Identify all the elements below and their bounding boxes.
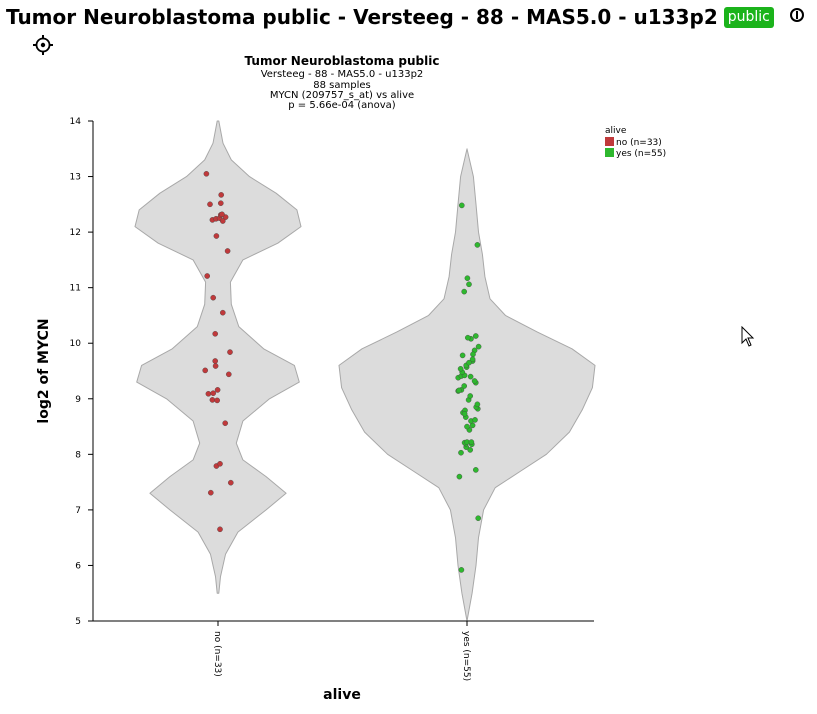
data-point-no [207, 489, 214, 496]
x-tick-label: no (n=33) [212, 631, 222, 677]
legend-label-no: no (n=33) [616, 138, 662, 148]
x-tick-label: yes (n=55) [461, 631, 471, 681]
y-axis-label: log2 of MYCN [36, 318, 52, 423]
chart-title: Tumor Neuroblastoma public [245, 54, 440, 68]
data-point-yes [467, 447, 474, 453]
page-title: Tumor Neuroblastoma public - Versteeg - … [6, 5, 718, 29]
legend-title: alive [605, 126, 627, 136]
data-point-yes [467, 393, 474, 399]
mouse-cursor-icon [741, 325, 757, 348]
legend-swatch-yes [605, 148, 614, 157]
data-point-no [210, 294, 216, 301]
legend-swatch-no [605, 137, 614, 146]
data-point-yes [457, 365, 464, 372]
y-tick-label: 11 [70, 284, 81, 294]
data-point-no [212, 358, 218, 364]
info-icon[interactable] [789, 7, 805, 23]
data-point-no [218, 192, 224, 198]
data-point-no [225, 371, 232, 378]
violin-shapes [134, 120, 596, 622]
data-point-no [202, 367, 208, 374]
gear-icon[interactable] [32, 34, 54, 56]
data-point-yes [471, 378, 478, 384]
data-point-no [222, 420, 228, 427]
x-axis-ticks: no (n=33) yes (n=55) [212, 621, 471, 681]
data-point-yes [466, 359, 472, 366]
data-point-no [214, 387, 221, 393]
y-axis-ticks: 5 6 7 8 9 10 11 12 13 14 [70, 117, 93, 627]
y-tick-label: 14 [70, 117, 82, 127]
data-point-no [224, 248, 231, 254]
legend: alive no (n=33) yes (n=55) [605, 126, 666, 159]
page-header: Tumor Neuroblastoma public - Versteeg - … [6, 2, 774, 32]
data-point-no [227, 349, 233, 355]
data-point-yes [472, 467, 479, 473]
data-point-yes [458, 567, 465, 573]
data-point-yes [456, 473, 463, 480]
data-point-no [214, 397, 220, 404]
data-point-no [205, 390, 212, 397]
chart-subtitle-line-1: Versteeg - 88 - MAS5.0 - u133p2 [261, 69, 424, 80]
data-point-yes [467, 373, 474, 380]
y-tick-label: 12 [70, 228, 81, 238]
y-tick-label: 8 [75, 450, 81, 460]
data-point-no [217, 200, 224, 206]
data-point-yes [464, 275, 471, 282]
data-point-yes [472, 417, 478, 423]
data-point-no [209, 397, 216, 403]
data-point-yes [466, 281, 472, 288]
data-point-yes [458, 202, 465, 209]
y-tick-label: 13 [70, 173, 81, 183]
data-point-yes [464, 334, 471, 341]
data-point-no [219, 211, 225, 218]
data-point-yes [458, 449, 464, 456]
y-tick-label: 9 [75, 395, 81, 405]
data-point-yes [464, 423, 470, 430]
violin-yes [338, 148, 596, 622]
data-point-yes [470, 351, 476, 358]
y-tick-label: 6 [75, 561, 81, 571]
y-tick-label: 7 [75, 506, 81, 516]
data-point-yes [461, 288, 468, 295]
x-axis-label: alive [323, 687, 361, 703]
data-point-no [213, 233, 220, 239]
data-point-no [219, 218, 226, 224]
chart-subtitle-line-4: p = 5.66e-04 (anova) [288, 100, 396, 111]
y-tick-label: 5 [75, 617, 81, 627]
public-badge[interactable]: public [723, 6, 774, 28]
data-point-no [227, 479, 234, 486]
legend-label-yes: yes (n=55) [616, 149, 666, 159]
data-point-yes [461, 410, 468, 417]
data-point-no [207, 201, 213, 208]
y-tick-label: 10 [70, 339, 82, 349]
data-point-no [212, 363, 219, 369]
data-point-no [204, 273, 210, 279]
data-point-yes [472, 333, 479, 339]
data-points [202, 170, 482, 573]
data-point-yes [474, 401, 481, 408]
data-point-yes [475, 515, 482, 522]
data-point-no [212, 330, 218, 337]
chart-subtitle-line-2: 88 samples [313, 80, 370, 91]
axes [92, 121, 594, 622]
data-point-yes [461, 383, 468, 389]
data-point-yes [459, 352, 466, 359]
chart-subtitle-line-3: MYCN (209757_s_at) vs alive [270, 90, 414, 101]
data-point-yes [474, 242, 481, 248]
data-point-yes [475, 343, 482, 350]
data-point-no [210, 390, 216, 397]
data-point-no [217, 460, 223, 467]
data-point-yes [456, 387, 462, 394]
violin-no [134, 120, 302, 594]
data-point-yes [468, 439, 475, 445]
data-point-no [219, 309, 226, 316]
data-point-no [203, 170, 210, 177]
data-point-no [217, 526, 223, 533]
